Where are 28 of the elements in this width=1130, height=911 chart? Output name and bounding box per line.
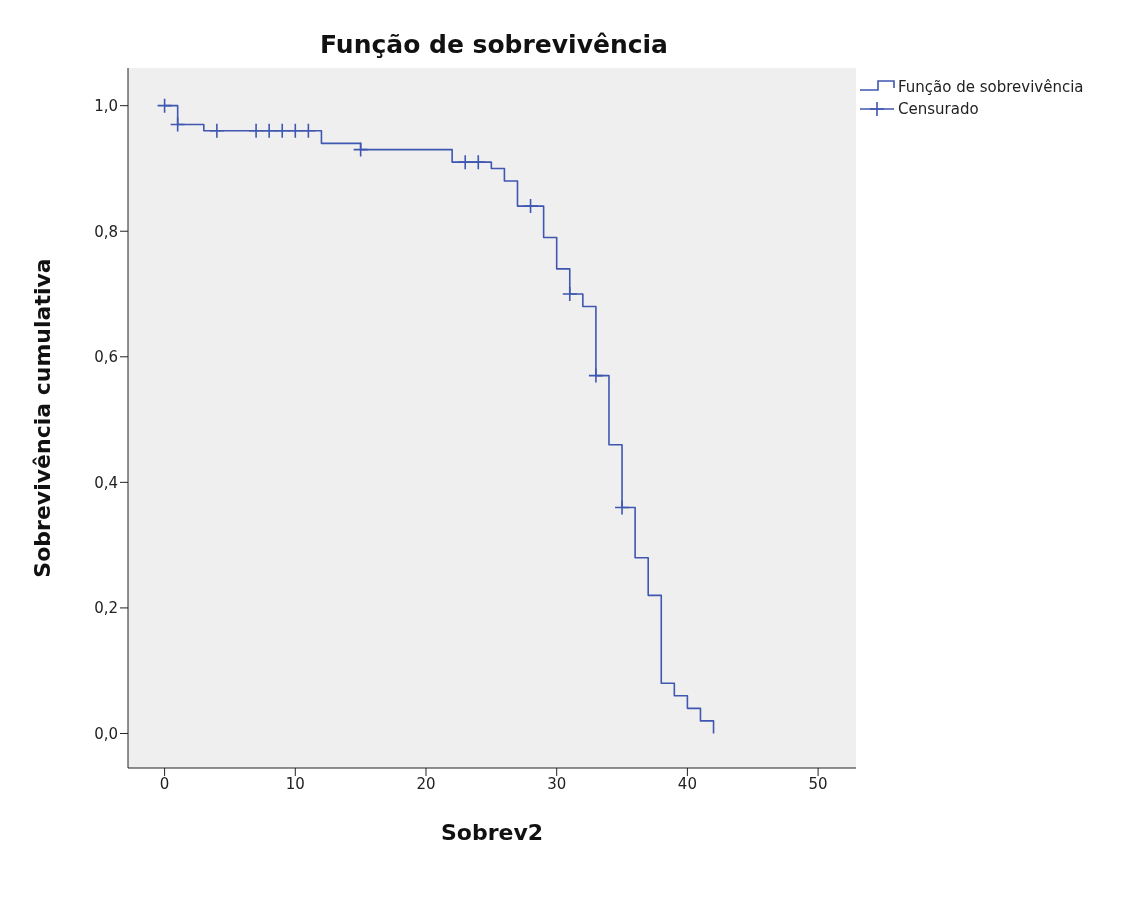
- y-tick-label: 0,8: [94, 222, 118, 241]
- y-tick-label: 0,2: [94, 599, 118, 618]
- point: [588, 367, 604, 384]
- x-tick-label: 30: [547, 774, 567, 793]
- x-tick-label: 50: [808, 774, 828, 793]
- y-tick-label: 0,4: [94, 473, 118, 492]
- y-tick-label: 1,0: [94, 96, 118, 115]
- x-tick-label: 20: [416, 774, 436, 793]
- point: [561, 286, 578, 302]
- point: [614, 499, 630, 516]
- point: [287, 122, 304, 139]
- legend-label: Censurado: [898, 99, 979, 120]
- x-tick-label: 0: [159, 774, 170, 793]
- x-tick-label: 10: [285, 774, 305, 793]
- point: [470, 154, 487, 170]
- y-tick-label: 0,0: [94, 724, 118, 743]
- point: [352, 141, 369, 158]
- chart-title: Função de sobrevivência: [319, 30, 669, 59]
- y-tick-label: 0,6: [94, 348, 118, 367]
- point: [169, 116, 186, 133]
- point: [522, 198, 539, 214]
- point: [156, 97, 173, 114]
- y-axis-title: Sobrevivência cumulativa: [29, 258, 55, 578]
- point: [300, 122, 317, 139]
- point: [209, 122, 225, 139]
- x-axis-title: Sobrev2: [440, 820, 544, 845]
- x-tick-label: 40: [677, 774, 697, 793]
- legend-label: Função de sobrevivência: [898, 77, 1084, 98]
